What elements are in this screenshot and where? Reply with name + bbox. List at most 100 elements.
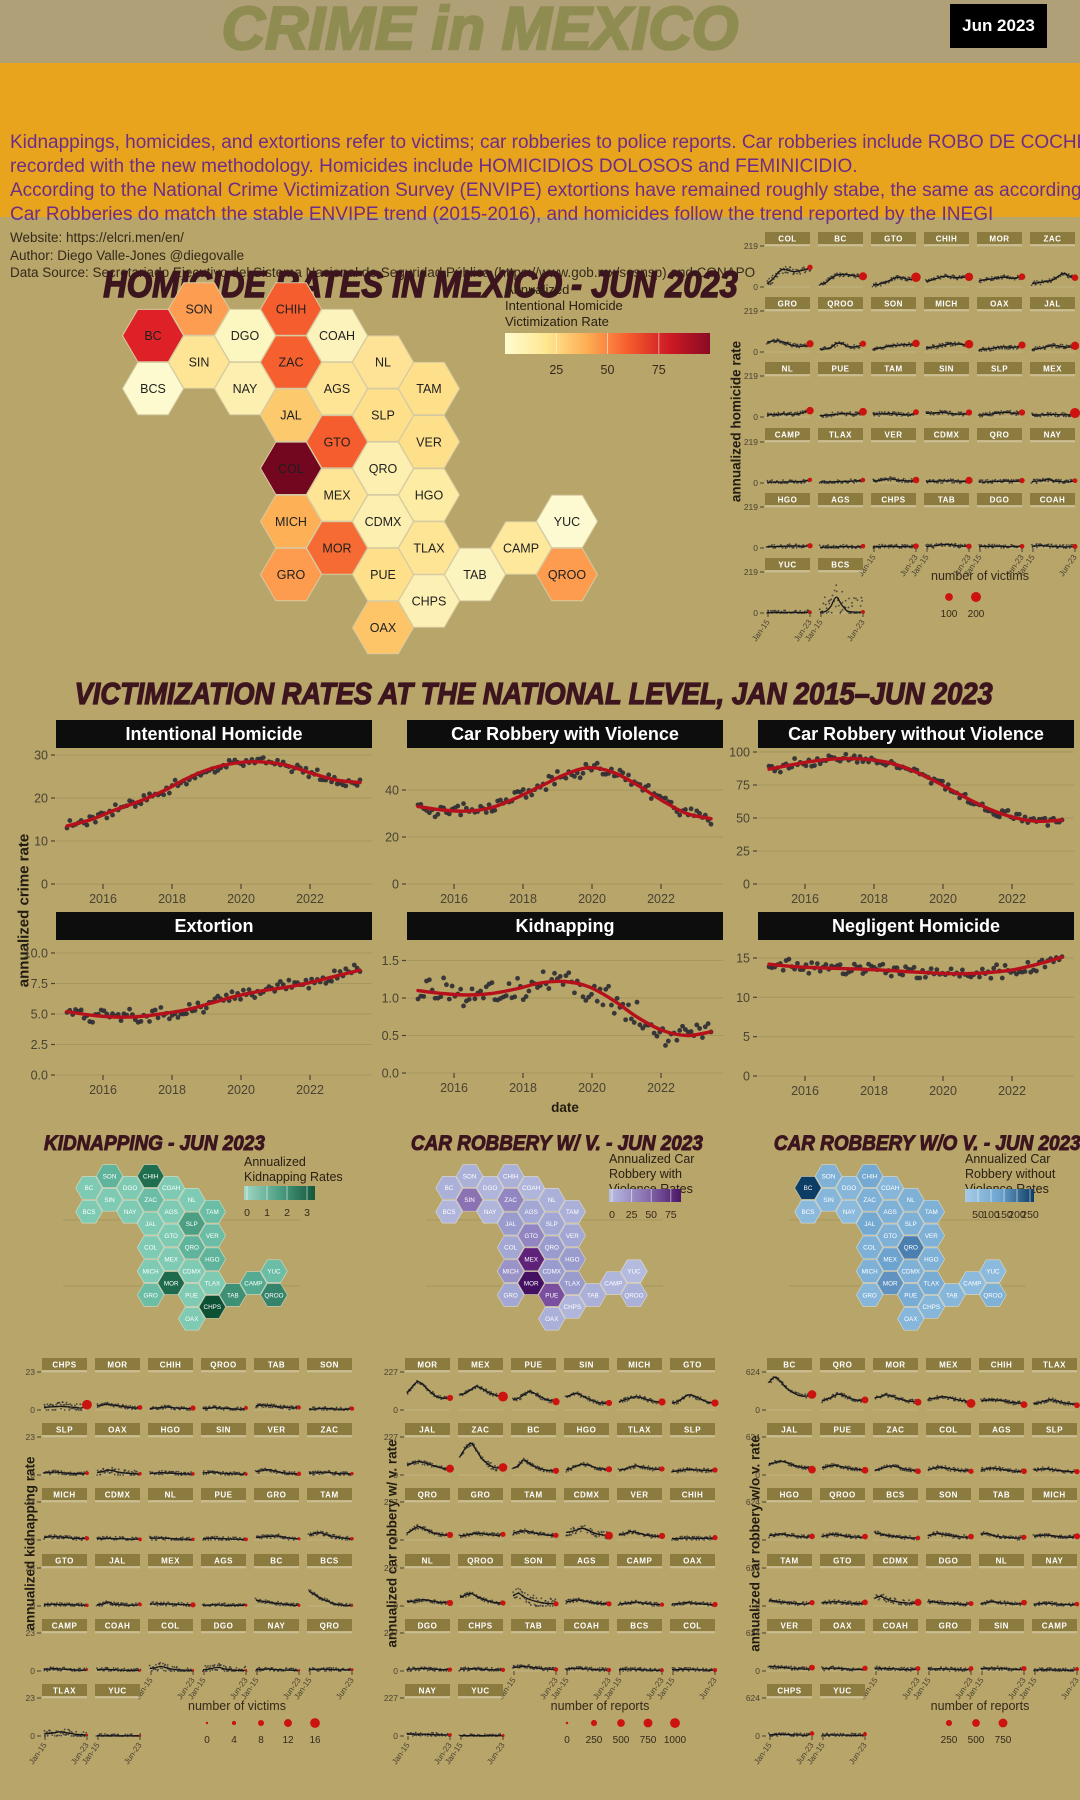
svg-text:OAX: OAX: [990, 300, 1009, 309]
facet-header-VER: [617, 1488, 662, 1500]
end-dot-CAMP: [659, 1602, 665, 1607]
hex-wv-hexmap-MEX: [517, 1247, 545, 1272]
hex-wo-hexmap-SON: [814, 1164, 843, 1188]
facet-header-VER: [871, 428, 916, 440]
end-dot-CHPS: [809, 1731, 815, 1736]
hex-wo-hexmap-QROO: [979, 1283, 1007, 1307]
hex-label: COAH: [881, 1185, 900, 1192]
facet-header-OAX: [95, 1423, 140, 1435]
wo-hexmap: BC BCS SON SIN DGO NAY CHIH ZAC JAL COL MICH GRO COA…: [794, 1164, 1007, 1331]
end-dot-CDMX: [914, 1598, 922, 1606]
svg-text:JAL: JAL: [109, 1557, 126, 1566]
facet-header-TAM: [307, 1488, 352, 1500]
hex-label: YUC: [554, 515, 580, 529]
hex-kidnap-hexmap-HGO: [198, 1247, 227, 1272]
end-dot-CHPS: [500, 1667, 506, 1672]
hex-kidnap-hexmap-MICH: [136, 1259, 165, 1283]
hex-label: VER: [206, 1233, 219, 1240]
hex-wo-hexmap-SLP: [897, 1211, 925, 1236]
facet-header-SLP: [1032, 1423, 1077, 1435]
hex-wo-hexmap-YUC: [979, 1259, 1007, 1283]
hex-label: CHIH: [503, 1173, 519, 1180]
hex-kidnap-hexmap-YUC: [260, 1259, 288, 1283]
svg-text:GTO: GTO: [55, 1557, 74, 1566]
svg-text:50: 50: [972, 1209, 984, 1221]
facet-header-CHPS: [767, 1684, 812, 1696]
svg-text:CAMP: CAMP: [52, 1622, 78, 1631]
facet-header-DGO: [201, 1619, 246, 1631]
facet-header-QRO: [405, 1488, 450, 1500]
facet-header-TAM: [767, 1554, 812, 1566]
facet-header-DGO: [926, 1554, 971, 1566]
facet-header-COL: [926, 1423, 971, 1435]
facet-header-TLAX: [1032, 1358, 1077, 1370]
kidnapping-section-title: KIDNAPPING - JUN 2023: [43, 1131, 265, 1156]
hex-wo-hexmap-MEX: [876, 1247, 904, 1272]
facet-header-MEX: [458, 1358, 503, 1370]
facet-header-CHIH: [148, 1358, 193, 1370]
hex-label: GRO: [277, 568, 306, 582]
facet-header-COAH: [1030, 493, 1075, 505]
hex-label: TAB: [946, 1292, 958, 1299]
facet-header-CHIH: [924, 232, 969, 244]
facet-header-COAH: [873, 1619, 918, 1631]
hex-label: MEX: [524, 1257, 538, 1264]
hex-label: TLAX: [413, 541, 445, 555]
end-dot-JAL: [138, 1602, 142, 1607]
end-dot-SLP: [1018, 409, 1026, 416]
end-dot-SLP: [712, 1467, 718, 1473]
hex-homicide-hexmap-QROO: [535, 547, 599, 602]
svg-text:BCS: BCS: [831, 561, 850, 570]
facet-header-COL: [148, 1619, 193, 1631]
hex-label: OAX: [904, 1316, 918, 1323]
svg-text:TLAX: TLAX: [829, 431, 852, 440]
end-dot-PUE: [859, 407, 867, 416]
svg-text:23: 23: [26, 1628, 36, 1638]
svg-text:NAY: NAY: [1044, 431, 1062, 440]
facet-header-BCS: [307, 1554, 352, 1566]
hex-label: CHIH: [862, 1173, 878, 1180]
end-dot-BCS: [350, 1604, 354, 1607]
hex-wv-hexmap-VER: [558, 1223, 587, 1248]
hex-kidnap-hexmap-TAB: [219, 1283, 247, 1307]
svg-text:NL: NL: [165, 1491, 177, 1500]
hex-wo-hexmap-MOR: [876, 1271, 904, 1295]
svg-text:Jan-15: Jan-15: [750, 618, 772, 644]
hex-wv-hexmap-SON: [455, 1164, 484, 1188]
svg-text:TAM: TAM: [320, 1491, 338, 1500]
facet-header-MOR: [873, 1358, 918, 1370]
svg-text:75: 75: [652, 363, 666, 377]
facet-header-ZAC: [1030, 232, 1075, 244]
facet-header-VER: [254, 1423, 299, 1435]
svg-text:2: 2: [284, 1207, 290, 1219]
facet-header-PUE: [511, 1358, 556, 1370]
svg-text:8: 8: [258, 1735, 264, 1746]
hex-label: HGO: [415, 488, 444, 502]
kidnap-legend-title: Annualized Kidnapping Rates: [244, 1155, 343, 1184]
hex-label: TLAX: [204, 1280, 221, 1287]
end-dot-MOR: [137, 1405, 143, 1410]
svg-text:AGS: AGS: [831, 496, 850, 505]
facet-header-SIN: [564, 1358, 609, 1370]
intro-line: According to the National Crime Victimiz…: [10, 180, 1080, 201]
svg-text:TAB: TAB: [938, 496, 955, 505]
svg-text:250: 250: [1021, 1209, 1039, 1221]
end-dot-HGO: [605, 1466, 613, 1473]
facet-header-MICH: [924, 297, 969, 309]
hex-label: AGS: [324, 382, 350, 396]
end-dot-SIN: [1021, 1666, 1027, 1672]
svg-text:16: 16: [309, 1735, 321, 1746]
facet-header-VER: [767, 1619, 812, 1631]
end-dot-HGO: [807, 543, 813, 549]
end-dot-QROO: [862, 1533, 868, 1540]
hex-label: TAM: [416, 382, 441, 396]
end-dot-COL: [807, 264, 813, 271]
end-dot-GTO: [85, 1603, 89, 1607]
hex-wo-hexmap-ZAC: [855, 1188, 884, 1212]
end-dot-TAM: [809, 1599, 815, 1606]
end-dot-COL: [191, 1669, 195, 1672]
svg-text:NAY: NAY: [268, 1622, 286, 1631]
svg-text:200: 200: [1008, 1209, 1026, 1221]
